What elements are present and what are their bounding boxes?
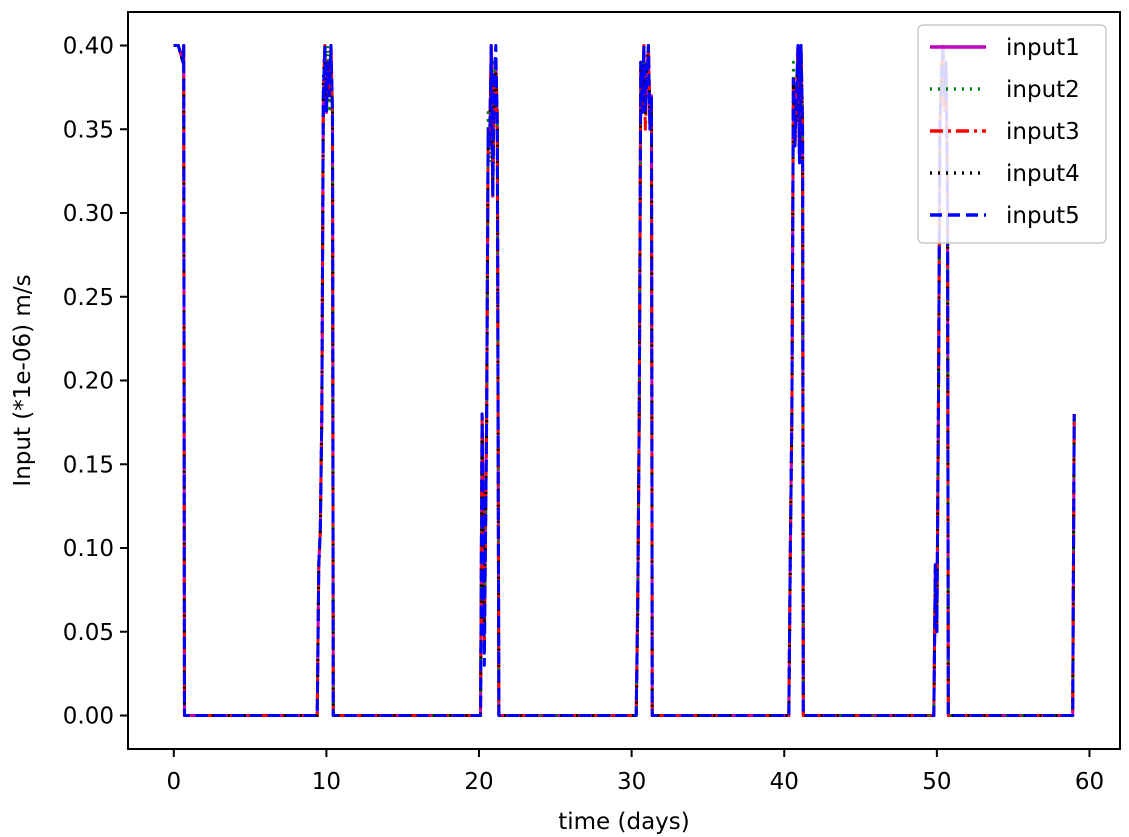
- y-tick-label: 0.20: [63, 369, 114, 395]
- y-tick-label: 0.25: [63, 285, 114, 311]
- y-tick-label: 0.15: [63, 452, 114, 478]
- x-tick-label: 20: [464, 769, 493, 795]
- y-tick-label: 0.40: [63, 34, 114, 60]
- y-tick-label: 0.35: [63, 117, 114, 143]
- legend-label-input5: input5: [1006, 203, 1080, 229]
- legend-box: [917, 24, 1107, 244]
- y-tick-label: 0.10: [63, 536, 114, 562]
- x-axis-title: time (days): [558, 809, 690, 835]
- x-tick-label: 50: [922, 769, 951, 795]
- legend-label-input2: input2: [1006, 77, 1080, 103]
- legend-label-input3: input3: [1006, 119, 1080, 145]
- series-line-input5: [173, 44, 1076, 717]
- x-tick-label: 40: [770, 769, 799, 795]
- x-tick-label: 10: [312, 769, 341, 795]
- y-tick-label: 0.05: [63, 620, 114, 646]
- series-layer: [173, 44, 1076, 717]
- legend: input1 input2 input3 input4 input5: [917, 24, 1107, 244]
- x-tick-label: 30: [617, 769, 646, 795]
- x-tick-label: 60: [1075, 769, 1104, 795]
- legend-label-input1: input1: [1006, 35, 1080, 61]
- x-tick-label: 0: [166, 769, 181, 795]
- y-tick-label: 0.30: [63, 201, 114, 227]
- axes-layer: 0 10 20 30 40 50 60 0.00 0.05 0.10 0.15 0.20 0.25 0.3…: [63, 11, 1121, 795]
- y-axis-title: Input (*1e-06) m/s: [10, 274, 36, 486]
- y-tick-label: 0.00: [63, 704, 114, 730]
- legend-label-input4: input4: [1006, 161, 1080, 187]
